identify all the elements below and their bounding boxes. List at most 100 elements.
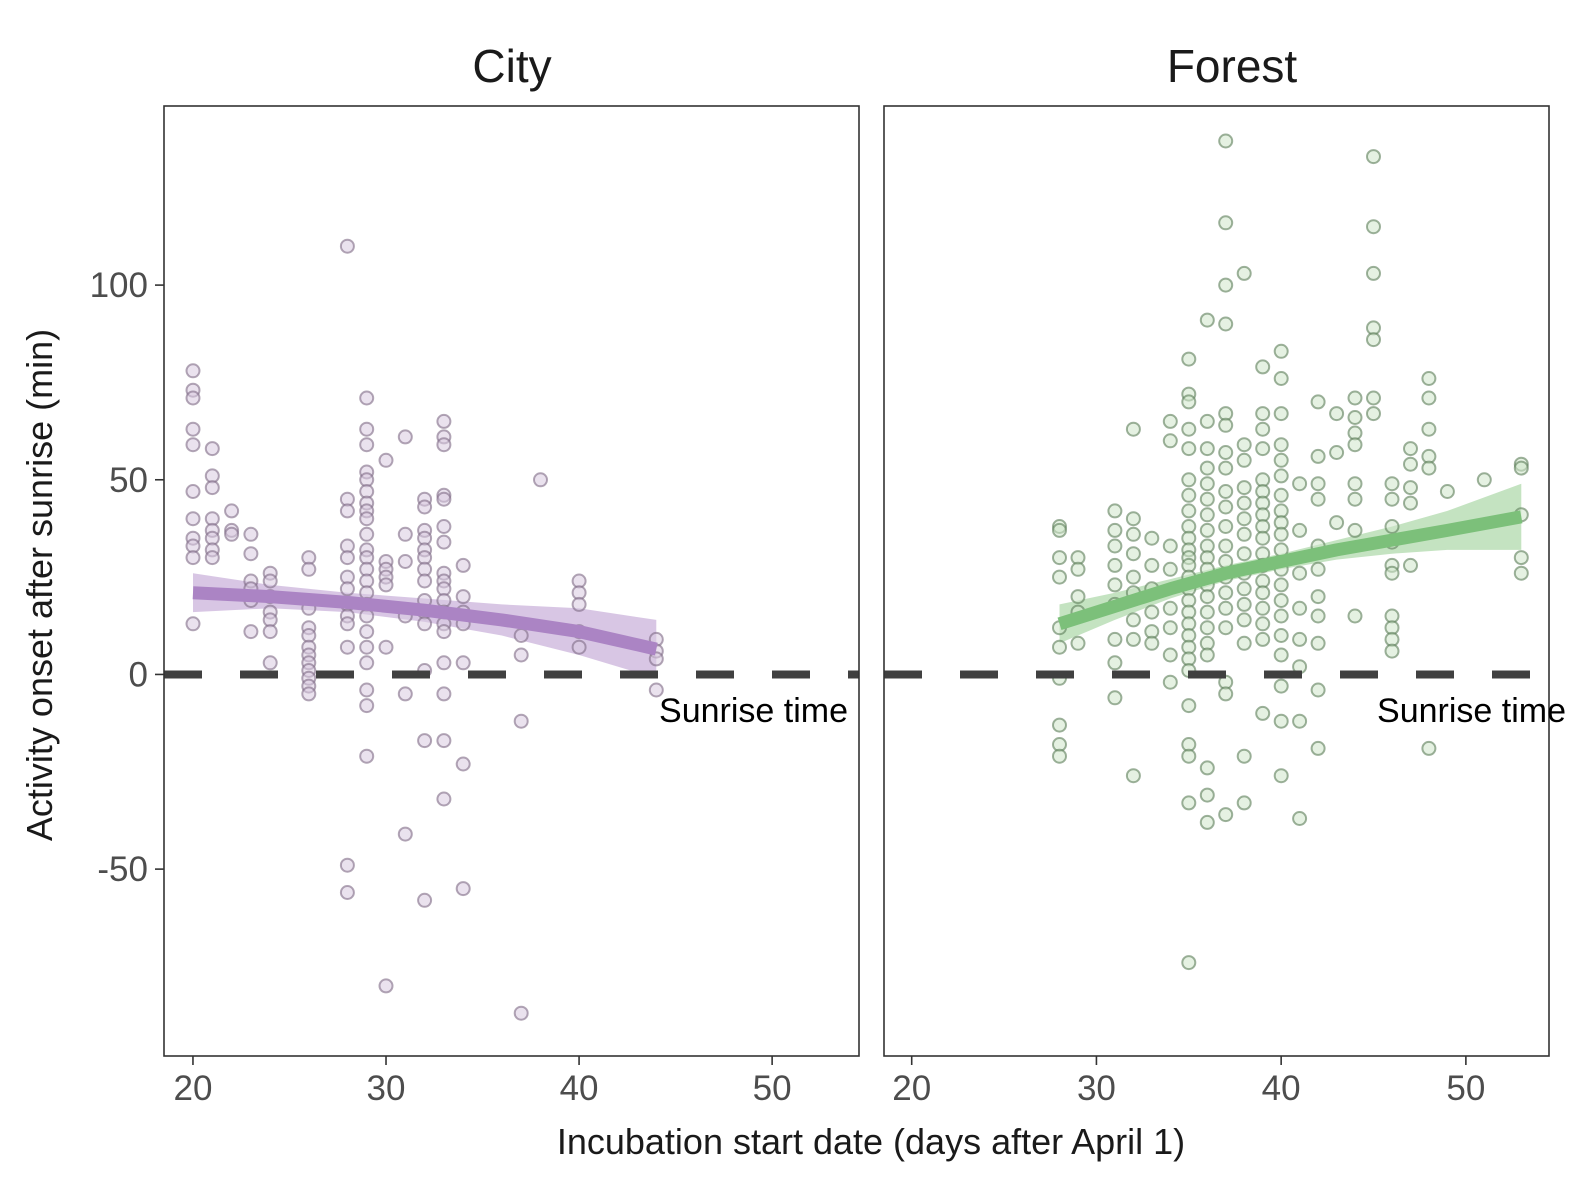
data-point: [1236, 748, 1252, 764]
data-point: [339, 885, 355, 900]
data-point: [1052, 639, 1067, 655]
data-point: [436, 534, 452, 550]
data-point: [1218, 499, 1234, 515]
data-point: [1199, 760, 1215, 776]
data-point: [378, 577, 394, 593]
data-point: [1292, 565, 1308, 581]
data-point: [397, 429, 413, 445]
data-point: [301, 561, 317, 577]
data-point: [436, 655, 452, 671]
data-point: [185, 616, 201, 632]
x-tick-label: 20: [892, 1069, 931, 1108]
data-point: [1292, 631, 1308, 647]
data-point: [1255, 441, 1271, 457]
data-point: [1421, 740, 1437, 756]
data-point: [1162, 433, 1178, 449]
data-point: [1199, 787, 1215, 803]
data-point: [1199, 620, 1215, 636]
data-point: [1107, 655, 1123, 671]
data-point: [1273, 371, 1289, 386]
data-point: [1052, 717, 1067, 733]
data-point: [1218, 316, 1234, 332]
panel-forest: Forest Sunrise time 20 30 40 50: [883, 40, 1566, 1108]
data-point: [1052, 550, 1067, 566]
data-point: [1236, 265, 1252, 281]
data-point: [1273, 577, 1289, 593]
data-point: [436, 686, 452, 702]
data-point: [1329, 445, 1345, 460]
sunrise-label-city: Sunrise time: [659, 692, 848, 730]
data-point: [359, 421, 375, 437]
data-point: [1181, 795, 1197, 811]
data-point: [1384, 643, 1400, 659]
data-point: [1125, 768, 1141, 784]
data-point: [1476, 472, 1492, 488]
data-point: [1236, 581, 1252, 597]
data-point: [1218, 807, 1234, 823]
data-point: [1421, 371, 1437, 386]
data-point: [436, 437, 452, 453]
data-point: [243, 546, 259, 562]
data-point: [1384, 565, 1400, 581]
data-point: [359, 390, 375, 406]
data-point: [1273, 768, 1289, 784]
data-point: [397, 526, 413, 542]
y-tick-label: 100: [90, 266, 148, 305]
data-point: [1162, 647, 1178, 663]
data-point: [1255, 359, 1271, 375]
data-point: [1199, 441, 1215, 457]
data-point: [1255, 585, 1271, 601]
data-point: [1236, 480, 1252, 496]
data-point: [1218, 519, 1234, 534]
data-point: [1421, 390, 1437, 406]
data-point: [1181, 421, 1197, 437]
data-point: [262, 655, 278, 671]
data-point: [339, 238, 355, 254]
data-point: [436, 624, 452, 640]
data-point: [1218, 417, 1234, 433]
data-point: [1218, 538, 1234, 554]
data-point: [1403, 495, 1418, 511]
data-point: [1107, 538, 1123, 554]
data-point: [339, 550, 355, 566]
data-point: [1273, 593, 1289, 608]
x-tick-label: 50: [753, 1069, 792, 1108]
data-point: [185, 511, 201, 527]
data-point: [455, 589, 471, 605]
data-point: [243, 624, 259, 640]
data-point: [1421, 421, 1437, 437]
data-point: [1292, 600, 1308, 616]
data-point: [1236, 511, 1252, 527]
data-point: [1255, 631, 1271, 647]
data-point: [1366, 219, 1381, 235]
data-point: [1199, 413, 1215, 429]
data-point: [1310, 635, 1326, 651]
data-point: [1218, 133, 1234, 149]
x-tick-label: 40: [1262, 1069, 1301, 1108]
data-point: [1292, 522, 1308, 538]
data-point: [571, 639, 587, 655]
data-point: [1199, 312, 1215, 328]
data-point: [339, 616, 355, 632]
data-point: [1199, 589, 1215, 605]
data-point: [1125, 546, 1141, 562]
data-point: [359, 608, 375, 624]
data-point: [1255, 530, 1271, 546]
data-point: [1273, 647, 1289, 663]
data-point: [1181, 487, 1197, 503]
data-point: [1513, 550, 1529, 566]
data-point: [1236, 546, 1252, 562]
data-point: [185, 437, 201, 453]
data-point: [513, 1005, 529, 1021]
data-point: [1236, 612, 1252, 628]
data-point: [1125, 569, 1141, 585]
data-point: [1513, 565, 1529, 581]
data-point: [204, 441, 220, 457]
data-point: [1273, 406, 1289, 422]
data-point: [1310, 589, 1326, 605]
data-point: [1162, 538, 1178, 554]
data-point: [1199, 460, 1215, 476]
data-point: [455, 756, 471, 772]
y-tick-label: 50: [109, 461, 148, 500]
